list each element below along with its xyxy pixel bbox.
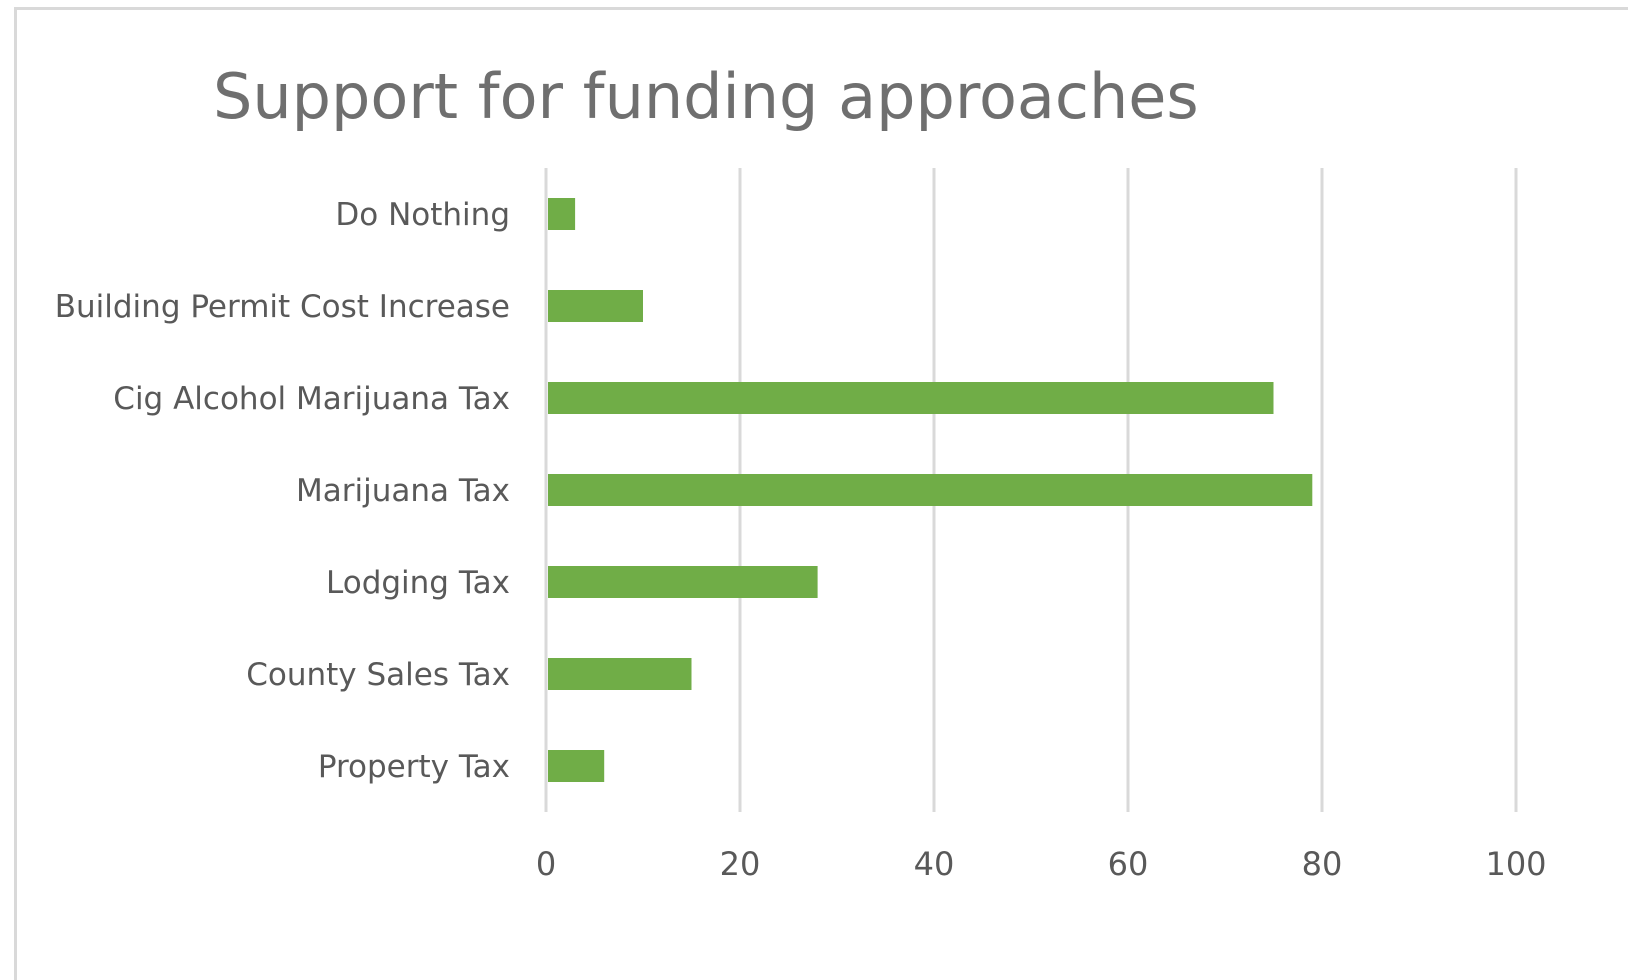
x-tick-label: 0: [536, 845, 556, 883]
category-labels: Do Nothing Building Permit Cost Increase C…: [55, 197, 510, 785]
category-label: County Sales Tax: [246, 657, 510, 693]
bar: [548, 750, 605, 782]
x-tick-label: 60: [1108, 845, 1149, 883]
x-tick-label: 80: [1302, 845, 1343, 883]
tick-labels: 0 20 40 60 80 100: [536, 845, 1547, 883]
chart-title: Support for funding approaches: [213, 60, 1199, 133]
category-label: Property Tax: [318, 749, 510, 785]
category-label: Building Permit Cost Increase: [55, 289, 510, 325]
category-label: Cig Alcohol Marijuana Tax: [113, 381, 510, 417]
category-label: Lodging Tax: [326, 565, 510, 601]
x-tick-label: 40: [914, 845, 955, 883]
category-label: Do Nothing: [335, 197, 510, 233]
x-tick-label: 20: [720, 845, 761, 883]
category-label: Marijuana Tax: [296, 473, 510, 509]
x-tick-label: 100: [1485, 845, 1546, 883]
bars: [548, 198, 1313, 782]
bar: [548, 658, 692, 690]
bar: [548, 566, 818, 598]
bar: [548, 290, 643, 322]
bar: [548, 198, 576, 230]
bar: [548, 382, 1274, 414]
bar: [548, 474, 1313, 506]
